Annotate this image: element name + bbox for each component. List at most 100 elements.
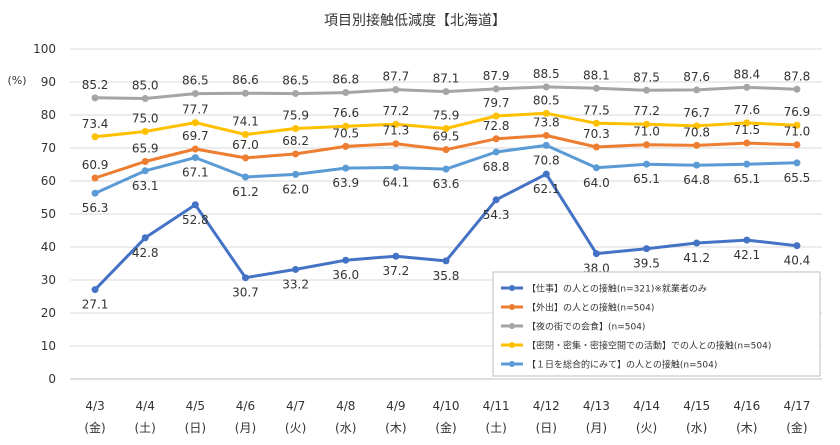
data-point: [292, 150, 300, 158]
data-point: [693, 122, 701, 130]
data-point: [91, 133, 99, 141]
x-tick-label: 4/3: [85, 399, 104, 413]
data-label: 77.6: [733, 103, 760, 117]
data-label: 76.7: [683, 106, 710, 120]
y-tick-label: 50: [41, 207, 56, 221]
data-point: [592, 164, 600, 172]
x-tick-label: 4/14: [633, 399, 660, 413]
data-label: 70.8: [683, 125, 710, 139]
data-label: 88.5: [533, 67, 560, 81]
data-point: [542, 109, 550, 117]
y-tick-labels: 0 10 20 30 40 50 60 70 80 90 100: [33, 42, 56, 386]
y-tick-label: 30: [41, 273, 56, 287]
data-label: 86.8: [332, 73, 359, 87]
legend-box: [492, 271, 821, 377]
data-label: 75.9: [433, 109, 460, 123]
data-label: 87.7: [383, 70, 410, 84]
data-point: [241, 89, 249, 97]
data-label: 60.9: [82, 158, 109, 172]
data-point: [492, 148, 500, 156]
data-point: [292, 90, 300, 98]
data-label: 65.9: [132, 142, 159, 156]
y-tick-label: 10: [41, 339, 56, 353]
data-point: [141, 128, 149, 135]
data-point: [392, 86, 400, 94]
x-tick-weekday: (月): [586, 421, 607, 435]
y-axis-label: (%): [7, 74, 26, 87]
data-point: [743, 119, 751, 127]
data-point: [91, 94, 99, 102]
data-point: [592, 143, 600, 151]
data-point: [743, 83, 751, 91]
data-point: [643, 160, 651, 168]
legend-marker: [509, 304, 515, 310]
data-point: [693, 86, 701, 94]
x-tick-label: 4/7: [286, 399, 305, 413]
data-point: [392, 163, 400, 171]
data-label: 71.5: [733, 123, 760, 137]
data-label: 76.6: [332, 106, 359, 120]
data-point: [542, 170, 550, 178]
data-point: [342, 256, 350, 264]
legend-label: 【夜の街での会食】(n=504): [527, 321, 645, 333]
data-point: [492, 112, 500, 120]
x-tick-weekday: (金): [84, 420, 105, 435]
x-tick-weekday: (日): [185, 421, 206, 435]
data-label: 72.8: [483, 119, 510, 133]
data-point: [91, 189, 99, 197]
data-label: 42.1: [733, 248, 760, 262]
data-label: 37.2: [383, 264, 410, 278]
data-label: 87.1: [433, 72, 460, 86]
data-label: 36.0: [332, 268, 359, 282]
legend-label: 【仕事】の人との接触(n=321)※就業者のみ: [527, 283, 707, 295]
data-label: 65.5: [784, 171, 811, 185]
data-label: 85.0: [132, 79, 159, 93]
data-label: 62.0: [282, 182, 309, 196]
x-tick-labels: 4/3 (金) 4/4 (土) 4/5 (日) 4/6 (月) 4/7 (火) 4/8 (水) 4/9 (…: [84, 399, 810, 435]
data-point: [91, 286, 99, 294]
legend-marker: [509, 342, 515, 348]
x-tick-label: 4/4: [136, 399, 155, 413]
data-label: 64.1: [383, 175, 410, 189]
x-tick-weekday: (木): [736, 421, 757, 435]
legend-marker: [509, 323, 515, 329]
data-point: [643, 245, 651, 253]
data-point: [241, 173, 249, 181]
legend-marker: [509, 285, 515, 291]
data-point: [442, 125, 450, 133]
data-label: 62.1: [533, 182, 560, 196]
data-label: 69.7: [182, 129, 209, 143]
x-tick-weekday: (日): [536, 421, 557, 435]
data-label: 41.2: [683, 251, 710, 265]
data-point: [442, 88, 450, 96]
y-tick-label: 20: [41, 306, 56, 320]
data-point: [542, 83, 550, 91]
x-tick-label: 4/11: [483, 399, 510, 413]
data-label: 54.3: [483, 208, 510, 222]
value-labels: 27.1 42.8 52.8 30.7 33.2 36.0 37.2 35.8 54.3 62.1…: [82, 67, 811, 312]
data-label: 63.6: [433, 177, 460, 191]
data-label: 73.4: [82, 117, 109, 131]
data-point: [793, 159, 801, 167]
data-label: 33.2: [282, 277, 309, 291]
legend-label: 【外出】の人との接触(n=504): [527, 302, 654, 314]
data-label: 73.8: [533, 115, 560, 129]
data-label: 77.2: [633, 104, 660, 118]
x-tick-weekday: (土): [135, 421, 156, 435]
data-label: 35.8: [433, 269, 460, 283]
data-label: 40.4: [784, 254, 811, 268]
data-point: [442, 257, 450, 265]
data-label: 63.9: [332, 176, 359, 190]
data-label: 65.1: [633, 172, 660, 186]
data-point: [141, 95, 149, 102]
x-tick-weekday: (金): [786, 420, 807, 435]
data-point: [743, 139, 751, 147]
data-point: [191, 119, 199, 127]
x-tick-label: 4/9: [386, 399, 405, 413]
data-point: [542, 141, 550, 149]
x-tick-weekday: (火): [285, 421, 306, 435]
data-point: [392, 252, 400, 260]
data-point: [793, 242, 801, 250]
y-tick-label: 40: [41, 240, 56, 254]
data-point: [743, 160, 751, 168]
